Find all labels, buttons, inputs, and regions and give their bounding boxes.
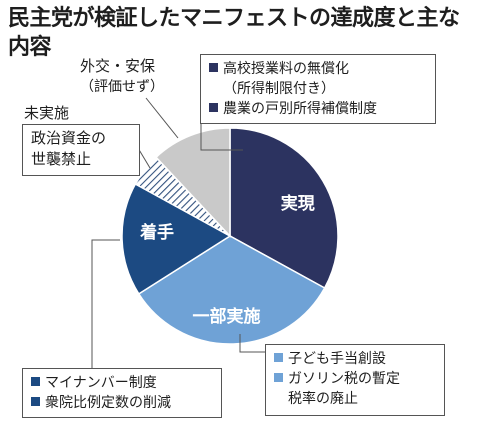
- bullet-square-icon: [274, 353, 283, 362]
- chart-title: 民主党が検証したマニフェストの達成度と主な内容: [8, 6, 460, 60]
- slice-label-1: 一部実施: [193, 306, 261, 327]
- chakushu-box: マイナンバー制度 衆院比例定数の削減: [22, 368, 222, 418]
- jitsugen-item-1-note: （所得制限付き）: [223, 81, 335, 97]
- mijisshi-item-2: 世襲禁止: [31, 150, 92, 168]
- pie-slice-0: [229, 127, 339, 290]
- pie-slice-2: [121, 182, 232, 295]
- ichibu-item-2-cont: 税率の廃止: [288, 391, 358, 407]
- ichibu-box: 子ども手当創設 ガソリン税の暫定 税率の廃止: [265, 344, 445, 416]
- jitsugen-item-1: 高校授業料の無償化: [209, 59, 427, 79]
- bullet-square-icon: [31, 377, 40, 386]
- slice-label-0: 実現: [281, 193, 315, 214]
- leader-line-mijisshi: [137, 147, 151, 169]
- slice-label-2: 着手: [139, 222, 174, 243]
- mijisshi-heading: 未実施: [24, 104, 70, 122]
- bullet-square-icon: [209, 103, 218, 112]
- pie-slice-4: [155, 127, 231, 238]
- leader-line-gaiko: [145, 97, 179, 139]
- bullet-square-icon: [274, 373, 283, 382]
- mijisshi-item-1: 政治資金の: [31, 129, 107, 147]
- gaiko-label-line2: （評価せず）: [80, 79, 164, 95]
- leader-line-chakushu: [91, 239, 120, 370]
- gaiko-label: 外交・安保 （評価せず）: [80, 56, 164, 98]
- bullet-square-icon: [209, 63, 218, 72]
- ichibu-item-1: 子ども手当創設: [274, 349, 436, 369]
- jitsugen-item-2: 農業の戸別所得補償制度: [209, 99, 427, 119]
- leader-line-ichibu: [239, 334, 266, 353]
- chakushu-item-1: マイナンバー制度: [31, 373, 213, 393]
- mijisshi-box: 政治資金の 世襲禁止: [22, 124, 140, 176]
- jitsugen-box: 高校授業料の無償化 （所得制限付き） 農業の戸別所得補償制度: [200, 54, 436, 124]
- gaiko-label-line1: 外交・安保: [80, 57, 156, 75]
- leader-line-jitsugen: [200, 112, 243, 151]
- ichibu-item-2: ガソリン税の暫定: [274, 369, 436, 389]
- pie-slice-1: [137, 235, 326, 345]
- chakushu-item-2: 衆院比例定数の削減: [31, 393, 213, 413]
- bullet-square-icon: [31, 397, 40, 406]
